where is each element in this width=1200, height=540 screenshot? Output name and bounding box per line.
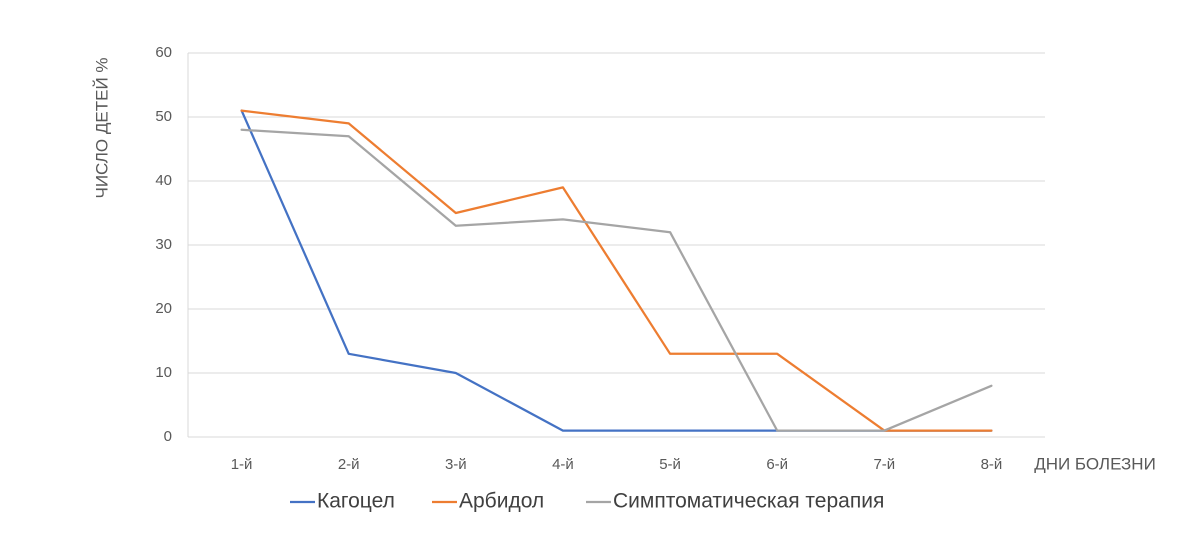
x-tick-label: 3-й <box>445 456 467 473</box>
axes <box>187 53 1045 438</box>
x-tick-label: 4-й <box>552 456 574 473</box>
legend: Кагоцел Арбидол Симптоматическая терапия <box>290 490 884 513</box>
legend-label: Симптоматическая терапия <box>613 490 884 513</box>
gridlines <box>188 52 1045 374</box>
y-tick-label: 20 <box>155 300 172 317</box>
legend-label: Арбидол <box>459 490 544 513</box>
legend-item: Симптоматическая терапия <box>586 490 884 513</box>
x-tick-label: 1-й <box>231 456 253 473</box>
legend-item: Кагоцел <box>290 490 395 513</box>
legend-label: Кагоцел <box>317 490 395 513</box>
y-tick-label: 40 <box>155 172 172 189</box>
series-line-2 <box>240 109 993 432</box>
x-axis-title: ДНИ БОЛЕЗНИ <box>1034 454 1156 473</box>
series-lines <box>240 109 993 432</box>
y-tick-label: 10 <box>155 364 172 381</box>
legend-item: Арбидол <box>432 490 544 513</box>
y-tick-label: 0 <box>164 428 172 445</box>
x-tick-labels: 1-й 2-й 3-й 4-й 5-й 6-й 7-й 8-й <box>231 456 1003 473</box>
x-tick-label: 8-й <box>981 456 1003 473</box>
series-line-3 <box>240 128 993 432</box>
x-tick-label: 6-й <box>766 456 788 473</box>
x-tick-label: 5-й <box>659 456 681 473</box>
y-axis-title: ЧИСЛО ДЕТЕЙ % <box>92 58 111 199</box>
y-tick-labels: 0 10 20 30 40 50 60 <box>155 44 172 445</box>
y-tick-label: 30 <box>155 236 172 253</box>
y-tick-label: 50 <box>155 108 172 125</box>
x-tick-label: 7-й <box>873 456 895 473</box>
y-tick-label: 60 <box>155 44 172 61</box>
x-tick-label: 2-й <box>338 456 360 473</box>
